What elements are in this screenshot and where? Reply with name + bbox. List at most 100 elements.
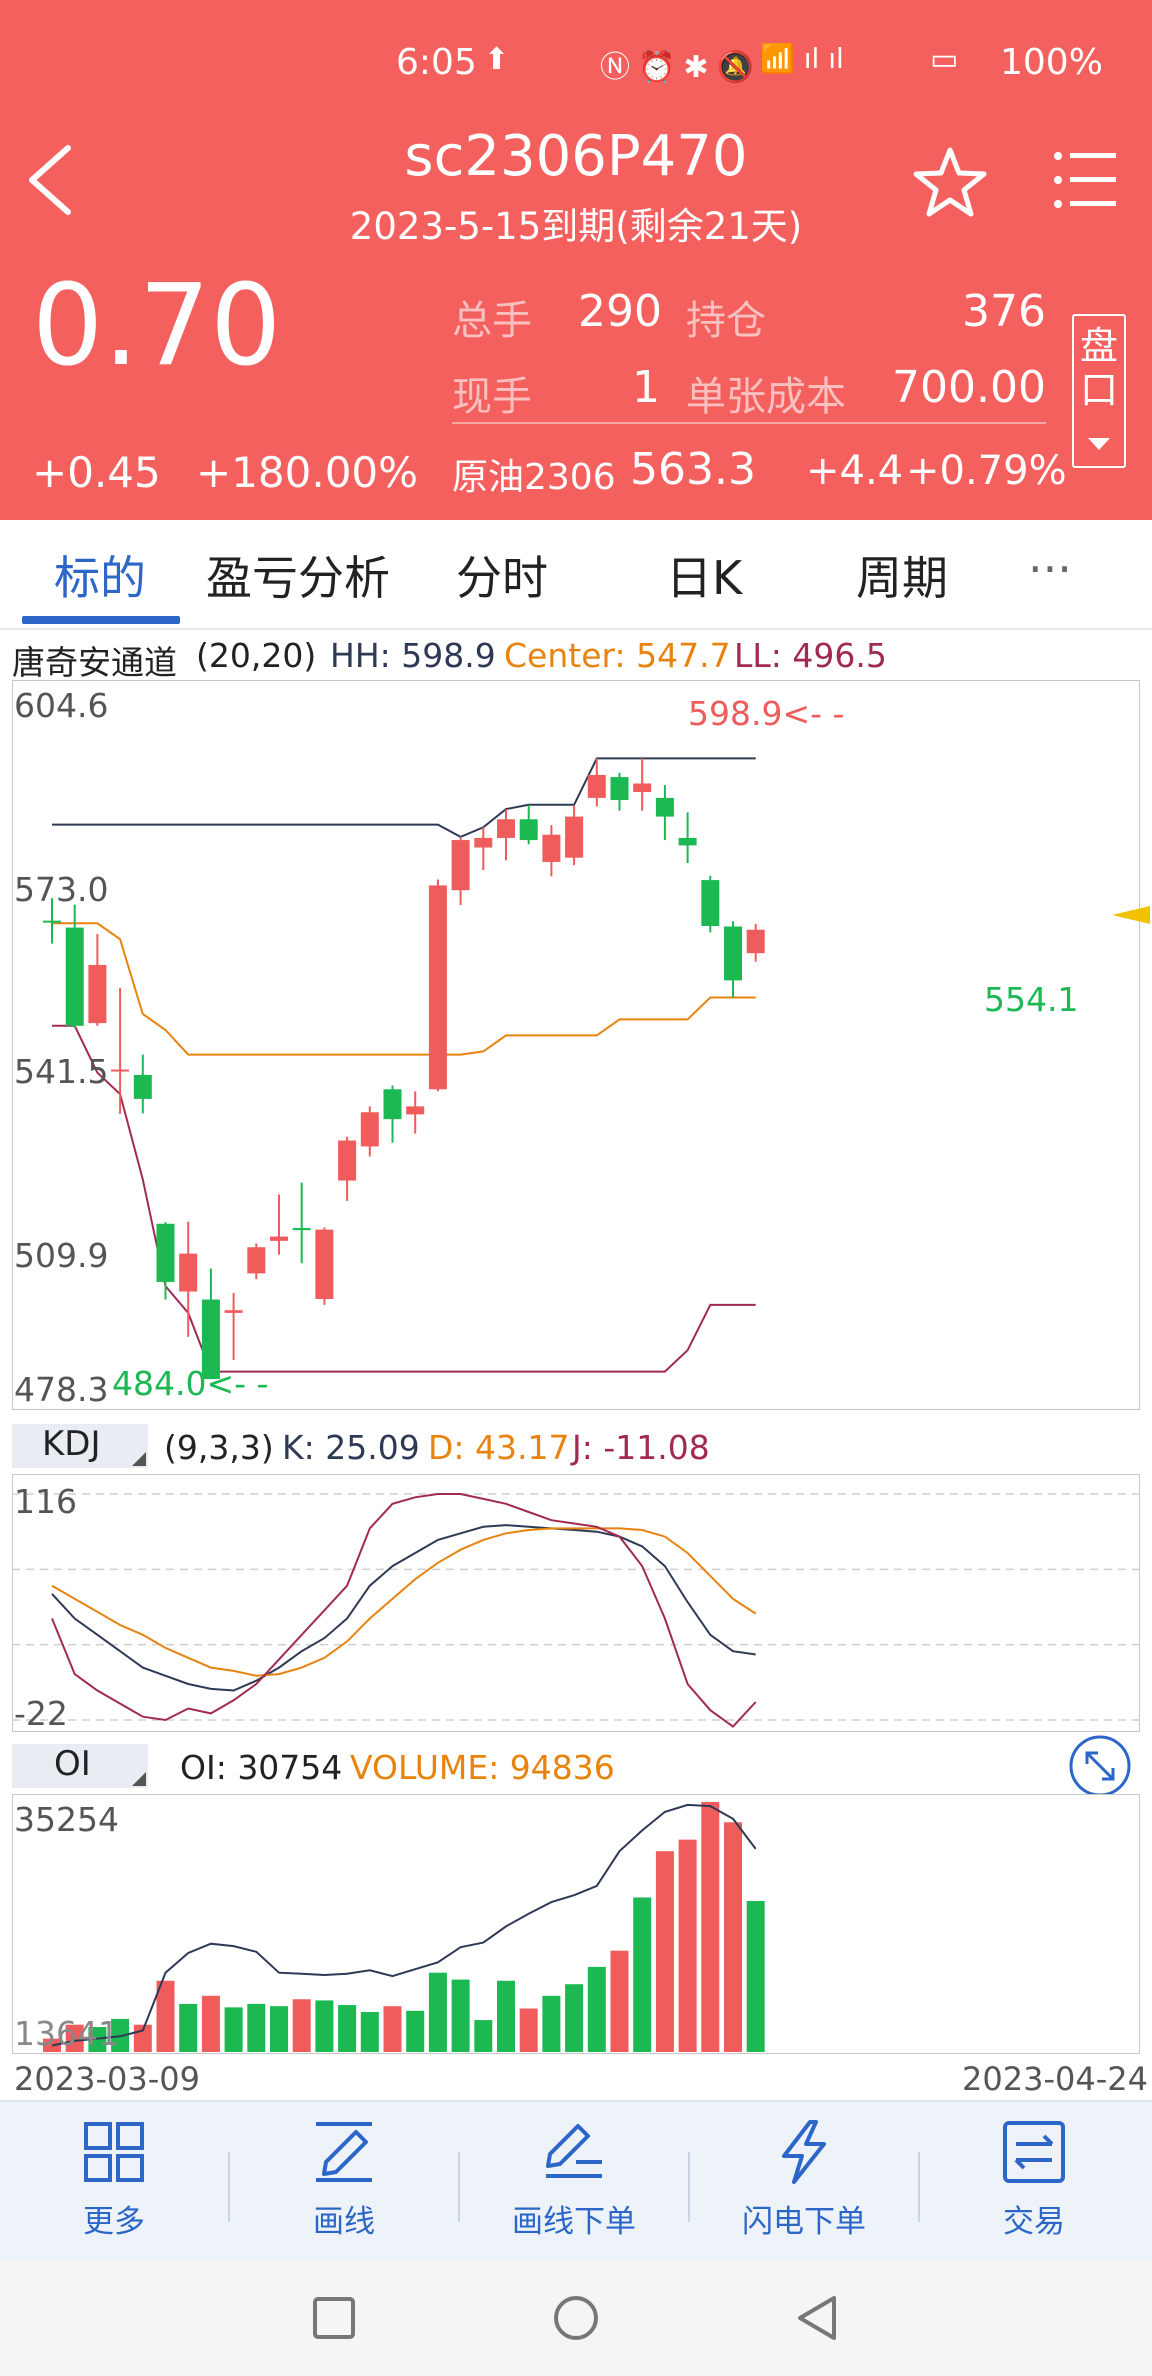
volume-bar (724, 1822, 742, 2052)
pen-icon (316, 2122, 372, 2182)
status-bar: 6:05 ⬆ Ⓝ⏰✱🔕 📶 ıl ıl ▭ 100% (0, 0, 1152, 130)
donchian-center-line (52, 922, 756, 1056)
volume-bar (224, 2007, 243, 2052)
fullscreen-expand-icon[interactable] (1068, 1734, 1132, 1798)
order-book-button[interactable]: 盘口 (1072, 314, 1126, 468)
candle-body (428, 885, 447, 1090)
corner-caret-icon (132, 1452, 146, 1466)
candle-body (655, 797, 674, 817)
back-arrow-icon[interactable] (24, 140, 74, 220)
tab-bar: 标的 盈亏分析 分时 日K 周期 ··· (0, 520, 1152, 630)
caret-down-icon (1088, 438, 1110, 450)
candle-body (315, 1229, 334, 1300)
y-tick-4: 478.3 (14, 1370, 109, 1409)
candle-body (179, 1253, 198, 1292)
candle-body (65, 927, 84, 1026)
volume-bar (338, 2005, 357, 2052)
donchian-hh-line (52, 757, 756, 839)
candle-body (474, 837, 493, 848)
tab-intraday[interactable]: 分时 (456, 551, 548, 605)
toolbar-divider (918, 2152, 920, 2222)
volume-bar (270, 2006, 288, 2052)
candle-body (383, 1089, 402, 1120)
quote-header: 6:05 ⬆ Ⓝ⏰✱🔕 📶 ıl ıl ▭ 100% sc2306P470 20… (0, 0, 1152, 520)
total-volume: 290 (578, 286, 662, 337)
more-label: 更多 (83, 2204, 145, 2240)
volume-bar (315, 2000, 334, 2052)
candle-body (224, 1310, 243, 1313)
back-triangle-icon[interactable] (794, 2294, 838, 2342)
grid-icon (84, 2122, 144, 2182)
volume-bar (360, 2011, 379, 2052)
flash-order-button[interactable]: 闪电下单 (714, 2120, 894, 2241)
candle-body (451, 840, 470, 891)
draw-line-label: 画线 (313, 2204, 375, 2240)
candle-body (701, 880, 720, 926)
volume-bar (701, 1802, 720, 2052)
price-change: +0.45 (32, 448, 161, 497)
candle-body (542, 834, 561, 862)
candle-body (746, 929, 765, 954)
volume-bar (201, 1995, 220, 2052)
tab-pnl-analysis[interactable]: 盈亏分析 (206, 551, 390, 605)
kdj-y-tick-1: -22 (14, 1694, 68, 1733)
candle-body (406, 1106, 425, 1115)
square-icon[interactable] (312, 2296, 356, 2340)
signal-icons: 📶 ıl ıl (760, 42, 844, 75)
circle-icon[interactable] (552, 2294, 600, 2342)
candle-body (587, 774, 606, 798)
draw-line-order-button[interactable]: 画线下单 (484, 2120, 664, 2241)
volume-bar (633, 1897, 652, 2052)
main-indicator-params: (20,20) (196, 636, 317, 675)
volume-bar (156, 1980, 175, 2052)
upload-icon: ⬆ (484, 42, 510, 77)
pen-lines-icon (546, 2124, 602, 2178)
draw-line-order-label: 画线下单 (512, 2204, 636, 2240)
active-tab-indicator (22, 616, 180, 624)
volume-bar (65, 2024, 84, 2052)
unit-cost: 700.00 (892, 362, 1046, 413)
volume-value: VOLUME: 94836 (350, 1748, 615, 1787)
kdj-chart[interactable] (12, 1474, 1140, 1732)
candlestick-chart[interactable] (12, 680, 1140, 1410)
flash-order-label: 闪电下单 (742, 2204, 866, 2240)
tab-more[interactable]: ··· (1028, 542, 1072, 596)
underlying-price: 563.3 (630, 444, 756, 495)
kdj-k-line (51, 1524, 756, 1692)
candle-body (565, 816, 584, 858)
volume-bar (383, 2006, 402, 2052)
trade-button[interactable]: 交易 (944, 2120, 1124, 2241)
underlying-change: +4.4 (806, 448, 904, 494)
volume-bar (474, 2020, 493, 2052)
system-nav-bar (0, 2260, 1152, 2376)
x-axis-start-date: 2023-03-09 (14, 2060, 200, 2098)
volume-bar (519, 2008, 538, 2052)
oi-selector[interactable]: OI (12, 1744, 148, 1788)
oi-volume-chart[interactable] (12, 1794, 1140, 2054)
kdj-d-value: D: 43.17 (428, 1428, 570, 1467)
favorite-star-icon[interactable] (912, 146, 988, 218)
candle-body (497, 819, 515, 838)
tab-underlying[interactable]: 标的 (54, 551, 146, 605)
current-price-pointer-icon (1112, 906, 1150, 924)
volume-bar (406, 2010, 425, 2052)
y-tick-1: 573.0 (14, 870, 109, 909)
more-button[interactable]: 更多 (24, 2120, 204, 2241)
current-volume: 1 (632, 362, 660, 413)
oi-y-tick-1: 13641 (14, 2014, 119, 2053)
volume-bar (587, 1966, 606, 2052)
price-change-pct: +180.00% (196, 448, 419, 497)
draw-line-button[interactable]: 画线 (254, 2120, 434, 2241)
tab-daily-k[interactable]: 日K (666, 551, 743, 605)
main-indicator-name[interactable]: 唐奇安通道 (12, 643, 177, 682)
tab-period[interactable]: 周期 (856, 551, 948, 605)
candle-body (43, 920, 61, 923)
kdj-selector[interactable]: KDJ (12, 1424, 148, 1468)
low-marker-label: 484.0<- - (112, 1364, 269, 1403)
volume-bar (292, 1999, 311, 2052)
status-icons: Ⓝ⏰✱🔕 (600, 50, 762, 85)
x-axis-end-date: 2023-04-24 (962, 2060, 1148, 2098)
menu-list-icon[interactable] (1052, 150, 1118, 210)
toolbar-divider (228, 2152, 230, 2222)
kdj-j-line (51, 1493, 757, 1728)
